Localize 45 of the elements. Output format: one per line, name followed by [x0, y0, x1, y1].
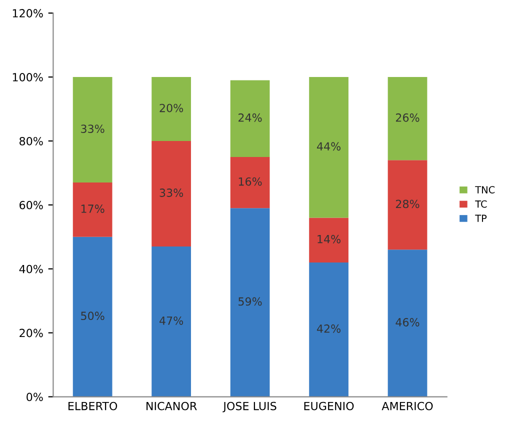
legend-label: TC: [475, 200, 487, 208]
data-label: 26%: [396, 113, 420, 122]
y-tick-label: 20%: [20, 328, 43, 338]
data-label: 17%: [81, 204, 104, 213]
legend-label: TNC: [475, 186, 495, 194]
data-label: 44%: [316, 142, 341, 151]
bar: [388, 160, 428, 250]
y-tick-label: 40%: [19, 264, 43, 274]
data-label: 33%: [160, 188, 184, 197]
bar: [230, 156, 270, 208]
bar: [309, 262, 348, 397]
data-label: 59%: [238, 297, 262, 306]
data-label: 20%: [160, 104, 184, 112]
bar: [72, 77, 112, 183]
bar: [72, 236, 112, 397]
bar: [309, 77, 348, 218]
bar: [388, 250, 428, 397]
x-tick-label: AMERICO: [382, 402, 433, 410]
y-tick-label: 120%: [12, 9, 43, 18]
data-label: 24%: [238, 113, 262, 122]
bar: [309, 218, 348, 262]
bar: [152, 246, 191, 397]
bar: [152, 77, 191, 141]
y-tick-label: 60%: [20, 200, 43, 210]
bar: [72, 182, 112, 237]
y-tick-label: 0%: [26, 392, 43, 402]
data-label: 42%: [316, 324, 341, 333]
bar: [230, 80, 270, 157]
data-label: 46%: [396, 318, 420, 326]
x-tick-label: ELBERTO: [68, 402, 118, 410]
x-tick-label: JOSE LUIS: [222, 402, 276, 412]
y-tick-label: 80%: [20, 136, 43, 146]
data-label: 16%: [238, 177, 262, 186]
data-label: 33%: [81, 124, 104, 134]
x-tick-label: EUGENIO: [304, 402, 354, 410]
data-label: 28%: [396, 200, 420, 208]
bar: [230, 208, 270, 397]
bar: [152, 140, 191, 246]
bar: [388, 77, 428, 160]
y-tick-label: 100%: [12, 73, 43, 82]
data-label: 47%: [160, 316, 184, 325]
x-tick-label: NICANOR: [146, 402, 197, 410]
legend-label: TP: [475, 214, 487, 222]
data-label: 14%: [318, 234, 341, 244]
data-label: 50%: [81, 312, 104, 320]
